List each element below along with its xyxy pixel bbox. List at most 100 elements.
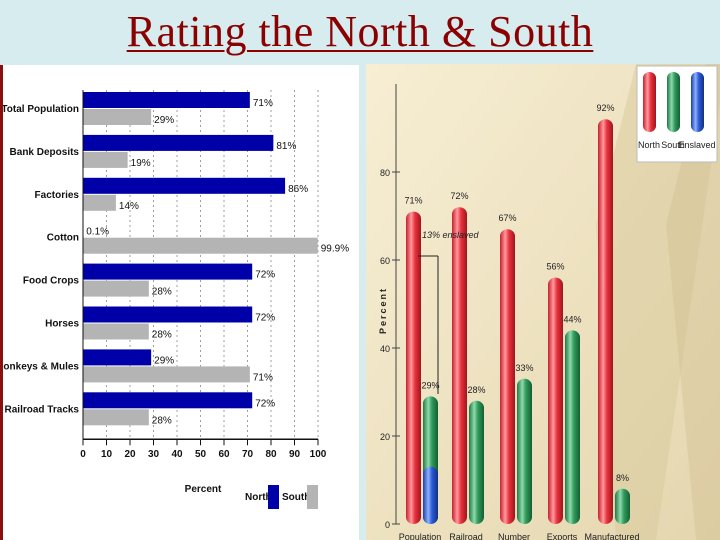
enslaved-label: 13% enslaved [422,230,480,240]
legend-south-swatch [307,485,318,509]
south-bar [469,400,484,524]
south-bar [83,151,128,168]
south-bar [83,280,149,297]
x-tick-label: 30 [148,449,160,460]
category-label: Bank Deposits [10,147,80,158]
north-value-label: 92% [596,103,614,113]
x-tick-label: 80 [265,449,277,460]
left-bar-chart: Total Population Bank Deposits Factories Co… [3,90,349,509]
category-label: Exports [547,532,578,540]
south-value-label: 28% [152,415,172,426]
y-tick-label: 0 [385,520,390,530]
south-value-label: 14% [119,201,139,212]
south-value-label: 8% [616,473,629,483]
south-value-label: 28% [152,287,172,298]
south-bar [83,194,116,211]
south-value-label: 29% [421,380,439,390]
north-value-label: 72% [450,191,468,201]
x-tick-label: 0 [80,449,86,460]
legend-south-swatch [667,72,680,132]
south-bar [83,109,152,125]
x-tick-label: 20 [124,449,136,460]
category-label: Railroadmileage [449,532,483,540]
x-tick-label: 70 [242,449,254,460]
north-bar [83,177,286,194]
north-bar [548,277,563,524]
legend-south-label: South [282,492,310,503]
legend-north-label: North [245,492,272,503]
north-bar [83,92,250,108]
south-value-label: 28% [152,330,172,341]
north-value-label: 81% [276,141,296,152]
south-value-label: 71% [253,372,273,383]
north-bar [500,229,515,524]
north-bar [406,211,421,524]
category-label: Horses [45,319,79,330]
x-axis-label: Percent [185,484,222,495]
south-bar [83,409,149,426]
north-value-label: 71% [253,98,273,109]
south-value-label: 29% [154,115,174,126]
category-label: Manufacturedgoods [584,532,639,540]
legend-north-swatch [643,72,656,132]
x-tick-label: 100 [310,449,327,460]
north-value-label: 72% [255,398,275,409]
legend-enslaved-label: Enslaved [678,140,715,150]
y-tick-label: 40 [380,344,390,354]
legend-north-swatch [268,485,279,509]
north-value-label: 0.1% [86,227,109,238]
south-value-label: 99.9% [321,244,349,255]
south-value-label: 33% [515,363,533,373]
legend: North South [245,485,318,509]
south-bar [615,488,630,524]
category-label: Food Crops [23,276,80,287]
north-bar [83,134,274,151]
y-tick-label: 80 [380,168,390,178]
slide-title: Rating the North & South [126,7,594,56]
legend-north-label: North [638,140,660,150]
south-value-label: 44% [563,314,581,324]
y-tick-label: 20 [380,432,390,442]
category-label: Factories [35,190,80,201]
south-bar [565,330,580,524]
north-value-label: 71% [404,196,422,206]
category-label: Cotton [47,233,79,244]
south-value-label: 19% [131,158,151,169]
x-tick-label: 50 [195,449,207,460]
category-label: Population [399,532,442,540]
south-bar [83,366,250,383]
north-value-label: 72% [255,313,275,324]
x-tick-label: 90 [289,449,301,460]
south-bar [83,323,149,340]
north-value-label: 72% [255,270,275,281]
legend-enslaved-swatch [691,72,704,132]
north-bar [452,207,467,524]
y-axis-label: Percent [378,287,388,334]
north-bar [83,392,253,409]
left-chart-panel: Total Population Bank Deposits Factories Co… [0,65,359,540]
category-label: Numberof farms [498,532,531,540]
x-tick-label: 60 [218,449,230,460]
x-tick-label: 40 [171,449,183,460]
south-bar [517,378,532,524]
north-value-label: 67% [498,213,516,223]
north-value-label: 29% [154,355,174,366]
right-chart-panel: 0 20 40 60 80 Percent 71% 29% 72% 28% 67% 33% 56% 4… [366,64,720,540]
north-value-label: 86% [288,184,308,195]
category-label: Total Population [3,104,79,115]
y-tick-label: 60 [380,256,390,266]
right-bar-chart: 0 20 40 60 80 Percent 71% 29% 72% 28% 67% 33% 56% 4… [366,64,720,540]
x-tick-label: 10 [101,449,113,460]
south-bar [83,237,318,254]
enslaved-annotation: 13% enslaved [418,230,480,394]
north-bar [83,263,253,280]
enslaved-bar [423,466,438,524]
north-bar [83,349,152,366]
category-label: Donkeys & Mules [3,361,79,372]
south-value-label: 28% [467,385,485,395]
legend-south-label: South [661,140,685,150]
north-bar [83,306,253,323]
category-label: Railroad Tracks [5,404,80,415]
north-bar [598,119,613,524]
